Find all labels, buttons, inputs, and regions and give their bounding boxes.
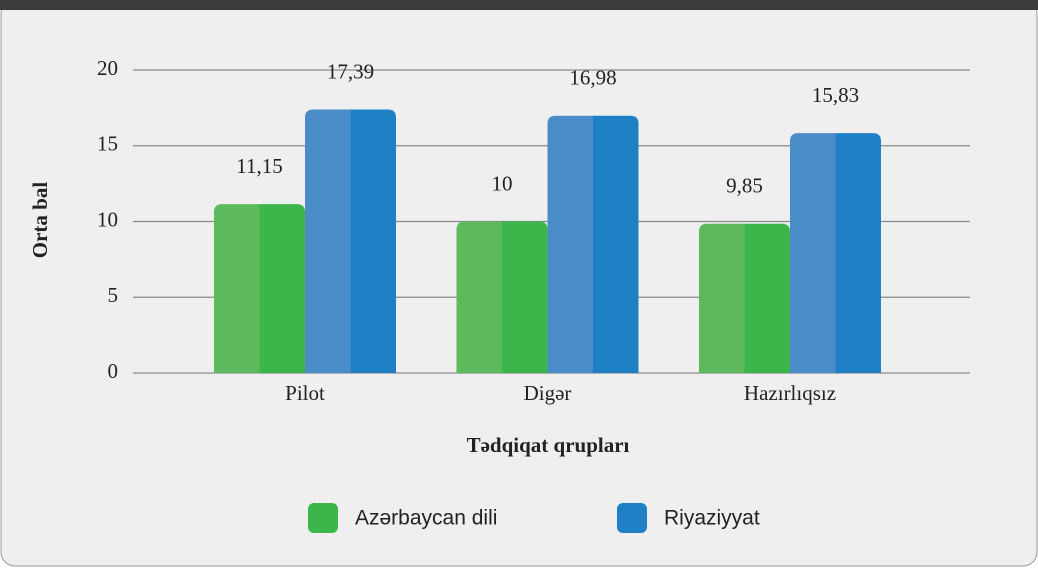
y-tick-label: 10 [97,207,118,231]
value-label: 9,85 [726,174,763,198]
bar [547,115,639,374]
legend-label: Riyaziyyat [664,507,760,530]
legend-swatch [617,503,647,533]
y-tick-label: 0 [108,359,119,383]
x-axis-title: Tədqiqat qrupları [467,433,630,457]
value-label: 10 [492,171,513,195]
bar [305,109,396,373]
legend-swatch [308,503,338,533]
y-tick-label: 15 [97,132,118,156]
value-label: 17,39 [327,59,374,83]
y-tick-label: 20 [97,56,118,80]
value-label: 15,83 [812,83,859,107]
legend-label: Azərbaycan dili [355,507,497,530]
y-axis-title: Orta bal [28,182,52,259]
value-label: 16,98 [569,66,616,90]
x-tick-label: Hazırlıqsız [744,381,836,405]
value-label: 11,15 [236,154,282,178]
bar [214,204,305,373]
top-border [0,0,1038,10]
bar [456,221,548,373]
bar [699,223,790,373]
x-tick-label: Pilot [285,381,325,405]
bar [790,133,881,373]
x-tick-label: Digər [524,381,572,405]
y-tick-label: 5 [108,283,119,307]
